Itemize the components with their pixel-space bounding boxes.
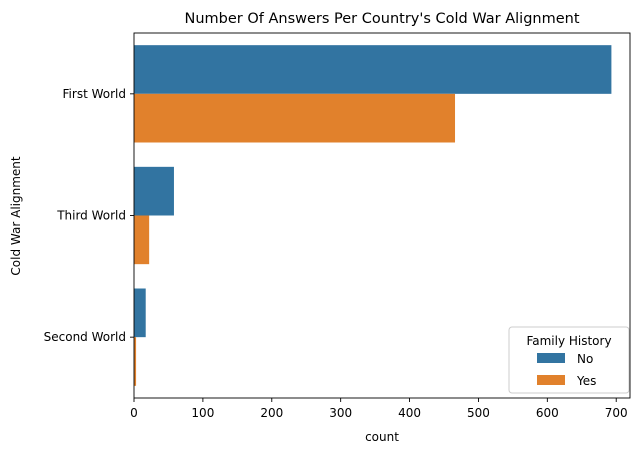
x-tick-label: 600	[536, 406, 559, 420]
x-tick-label: 700	[605, 406, 628, 420]
legend-swatch-yes	[537, 375, 565, 385]
bar-third-world-yes	[134, 215, 150, 265]
bar-second-world-yes	[134, 337, 137, 386]
bar-third-world-no	[134, 166, 174, 216]
x-tick-label: 400	[398, 406, 421, 420]
bars	[134, 45, 612, 386]
bar-first-world-yes	[134, 93, 456, 143]
y-tick-label: Third World	[56, 209, 126, 223]
x-tick-label: 0	[130, 406, 138, 420]
y-tick-label: First World	[63, 87, 126, 101]
x-tick-label: 500	[467, 406, 490, 420]
legend-label-yes: Yes	[576, 374, 596, 388]
legend-label-no: No	[577, 352, 593, 366]
y-axis: First World Third World Second World	[44, 87, 134, 344]
x-tick-label: 300	[329, 406, 352, 420]
x-axis-label: count	[365, 430, 399, 444]
y-axis-label: Cold War Alignment	[9, 156, 23, 275]
legend-title: Family History	[526, 334, 611, 348]
plot-frame	[133, 32, 631, 399]
legend: Family History No Yes	[508, 326, 630, 394]
bar-second-world-no	[134, 288, 146, 338]
x-tick-label: 200	[260, 406, 283, 420]
bar-first-world-no	[134, 45, 612, 94]
x-axis: 0 100 200 300 400 500 600 700	[130, 398, 628, 420]
y-tick-label: Second World	[44, 330, 126, 344]
legend-swatch-no	[537, 353, 565, 363]
x-tick-label: 100	[191, 406, 214, 420]
chart-title: Number Of Answers Per Country's Cold War…	[184, 11, 579, 27]
